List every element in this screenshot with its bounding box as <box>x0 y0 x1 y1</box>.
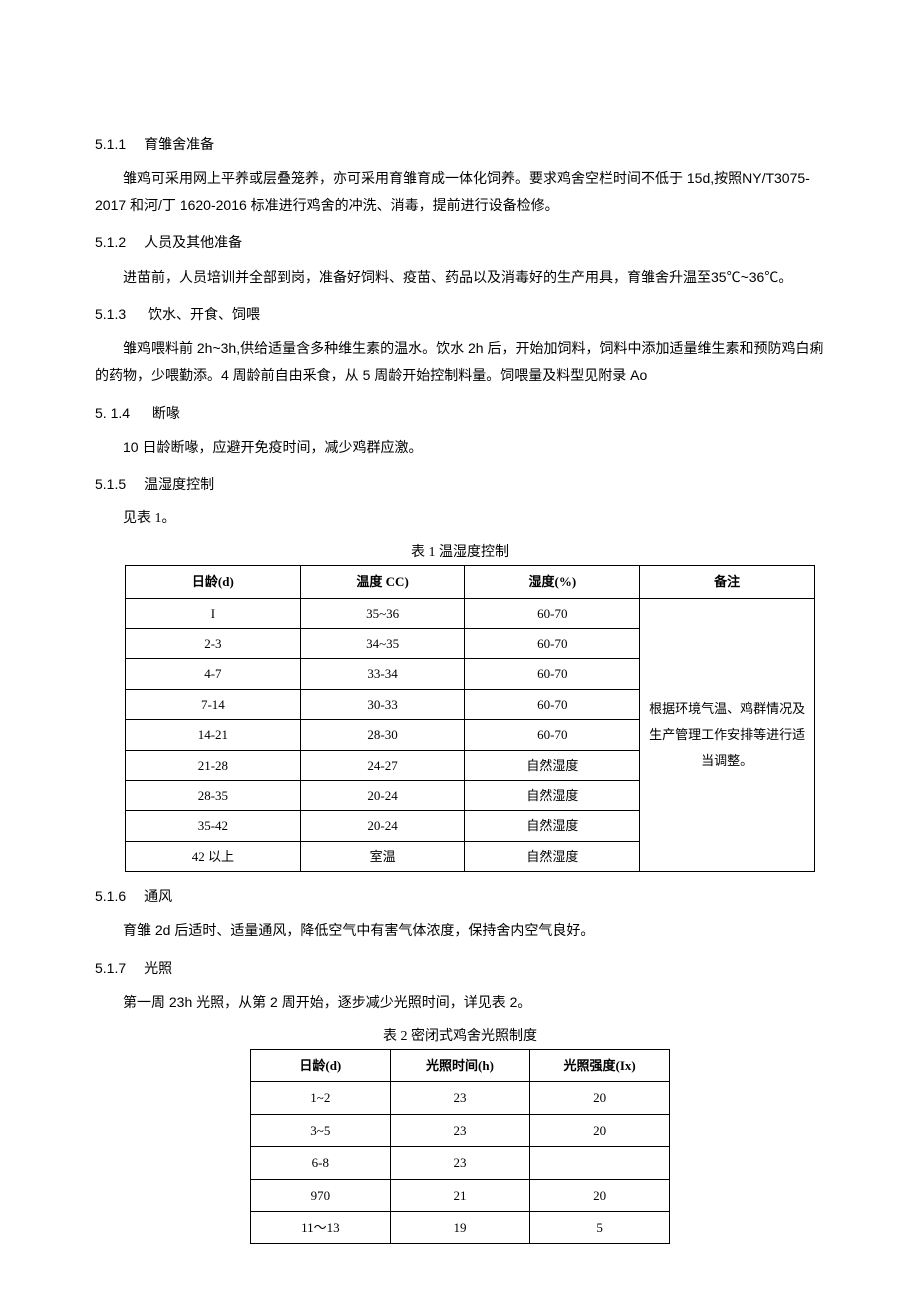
cell-temp: 33-34 <box>300 659 465 689</box>
cell-time: 19 <box>390 1211 530 1243</box>
heading-title: 断喙 <box>152 405 180 421</box>
cell-humid: 自然湿度 <box>465 841 640 871</box>
cell-age: 11～13 <box>251 1211 391 1243</box>
cell-temp: 34~35 <box>300 629 465 659</box>
th-temp: 温度 CC) <box>300 566 465 598</box>
cell-temp: 室温 <box>300 841 465 871</box>
table-row: 3~5 23 20 <box>251 1114 670 1146</box>
cell-temp: 20-24 <box>300 811 465 841</box>
cell-humid: 60-70 <box>465 659 640 689</box>
heading-511: 5.1.1 育雏舍准备 <box>95 132 825 157</box>
para-513: 雏鸡喂料前 2h~3h,供给适量含多种维生素的温水。饮水 2h 后，开始加饲料，… <box>95 335 825 388</box>
heading-num: 5.1.5 <box>95 476 126 492</box>
table-header-row: 日龄(d) 光照时间(h) 光照强度(Ix) <box>251 1049 670 1081</box>
cell-age: 6-8 <box>251 1147 391 1179</box>
heading-num: 5.1.2 <box>95 234 126 250</box>
th-age: 日龄(d) <box>126 566 301 598</box>
cell-age: 1~2 <box>251 1082 391 1114</box>
cell-temp: 30-33 <box>300 689 465 719</box>
table-row: 6-8 23 <box>251 1147 670 1179</box>
heading-num: 5. 1.4 <box>95 405 130 421</box>
cell-temp: 20-24 <box>300 781 465 811</box>
heading-513: 5.1.3 饮水、开食、饲喂 <box>95 302 825 327</box>
th-time: 光照时间(h) <box>390 1049 530 1081</box>
cell-age: 2-3 <box>126 629 301 659</box>
cell-time: 23 <box>390 1082 530 1114</box>
cell-lux: 20 <box>530 1114 670 1146</box>
para-511: 雏鸡可采用网上平养或层叠笼养，亦可采用育雏育成一体化饲养。要求鸡舍空栏时间不低于… <box>95 165 825 218</box>
cell-age: 21-28 <box>126 750 301 780</box>
cell-time: 21 <box>390 1179 530 1211</box>
table-lighting: 日龄(d) 光照时间(h) 光照强度(Ix) 1~2 23 20 3~5 23 … <box>250 1049 670 1244</box>
heading-515: 5.1.5 温湿度控制 <box>95 472 825 497</box>
heading-516: 5.1.6 通风 <box>95 884 825 909</box>
cell-age: 4-7 <box>126 659 301 689</box>
th-note: 备注 <box>640 566 815 598</box>
cell-humid: 60-70 <box>465 598 640 628</box>
para-516: 育雏 2d 后适时、适量通风，降低空气中有害气体浓度，保持舍内空气良好。 <box>95 917 825 944</box>
heading-title: 通风 <box>144 888 172 904</box>
heading-num: 5.1.6 <box>95 888 126 904</box>
table2-caption: 表 2 密闭式鸡舍光照制度 <box>95 1024 825 1049</box>
table-temperature-humidity: 日龄(d) 温度 CC) 湿度(%) 备注 I 35~36 60-70 根据环境… <box>125 565 815 872</box>
cell-age: 7-14 <box>126 689 301 719</box>
heading-num: 5.1.3 <box>95 306 126 322</box>
cell-lux: 20 <box>530 1179 670 1211</box>
para-514: 10 日龄断喙，应避开免疫时间，减少鸡群应激。 <box>95 434 825 461</box>
heading-title: 温湿度控制 <box>144 476 214 492</box>
table-header-row: 日龄(d) 温度 CC) 湿度(%) 备注 <box>126 566 815 598</box>
cell-note: 根据环境气温、鸡群情况及生产管理工作安排等进行适当调整。 <box>640 598 815 872</box>
heading-title: 人员及其他准备 <box>144 234 242 250</box>
cell-lux: 20 <box>530 1082 670 1114</box>
heading-num: 5.1.7 <box>95 960 126 976</box>
cell-temp: 24-27 <box>300 750 465 780</box>
th-humid: 湿度(%) <box>465 566 640 598</box>
heading-512: 5.1.2 人员及其他准备 <box>95 230 825 255</box>
table-row: I 35~36 60-70 根据环境气温、鸡群情况及生产管理工作安排等进行适当调… <box>126 598 815 628</box>
table-row: 970 21 20 <box>251 1179 670 1211</box>
heading-514: 5. 1.4 断喙 <box>95 401 825 426</box>
heading-title: 育雏舍准备 <box>144 136 214 152</box>
cell-humid: 60-70 <box>465 689 640 719</box>
cell-age: 3~5 <box>251 1114 391 1146</box>
cell-temp: 35~36 <box>300 598 465 628</box>
cell-humid: 60-70 <box>465 720 640 750</box>
th-age: 日龄(d) <box>251 1049 391 1081</box>
table-row: 11～13 19 5 <box>251 1211 670 1243</box>
th-lux: 光照强度(Ix) <box>530 1049 670 1081</box>
cell-lux: 5 <box>530 1211 670 1243</box>
cell-humid: 自然湿度 <box>465 750 640 780</box>
heading-title: 饮水、开食、饲喂 <box>148 306 260 322</box>
para-512: 进苗前，人员培训并全部到岗，准备好饲料、疫苗、药品以及消毒好的生产用具，育雏舍升… <box>95 264 825 291</box>
heading-517: 5.1.7 光照 <box>95 956 825 981</box>
heading-title: 光照 <box>144 960 172 976</box>
cell-temp: 28-30 <box>300 720 465 750</box>
cell-time: 23 <box>390 1114 530 1146</box>
table-row: 1~2 23 20 <box>251 1082 670 1114</box>
cell-age: 35-42 <box>126 811 301 841</box>
para-517: 第一周 23h 光照，从第 2 周开始，逐步减少光照时间，详见表 2。 <box>95 989 825 1016</box>
cell-age: 14-21 <box>126 720 301 750</box>
cell-age: 970 <box>251 1179 391 1211</box>
heading-num: 5.1.1 <box>95 136 126 152</box>
para-515: 见表 1。 <box>95 506 825 533</box>
table1-caption: 表 1 温湿度控制 <box>95 540 825 565</box>
cell-age: I <box>126 598 301 628</box>
cell-lux <box>530 1147 670 1179</box>
cell-time: 23 <box>390 1147 530 1179</box>
cell-humid: 自然湿度 <box>465 811 640 841</box>
cell-humid: 60-70 <box>465 629 640 659</box>
cell-age: 42 以上 <box>126 841 301 871</box>
cell-humid: 自然湿度 <box>465 781 640 811</box>
cell-age: 28-35 <box>126 781 301 811</box>
